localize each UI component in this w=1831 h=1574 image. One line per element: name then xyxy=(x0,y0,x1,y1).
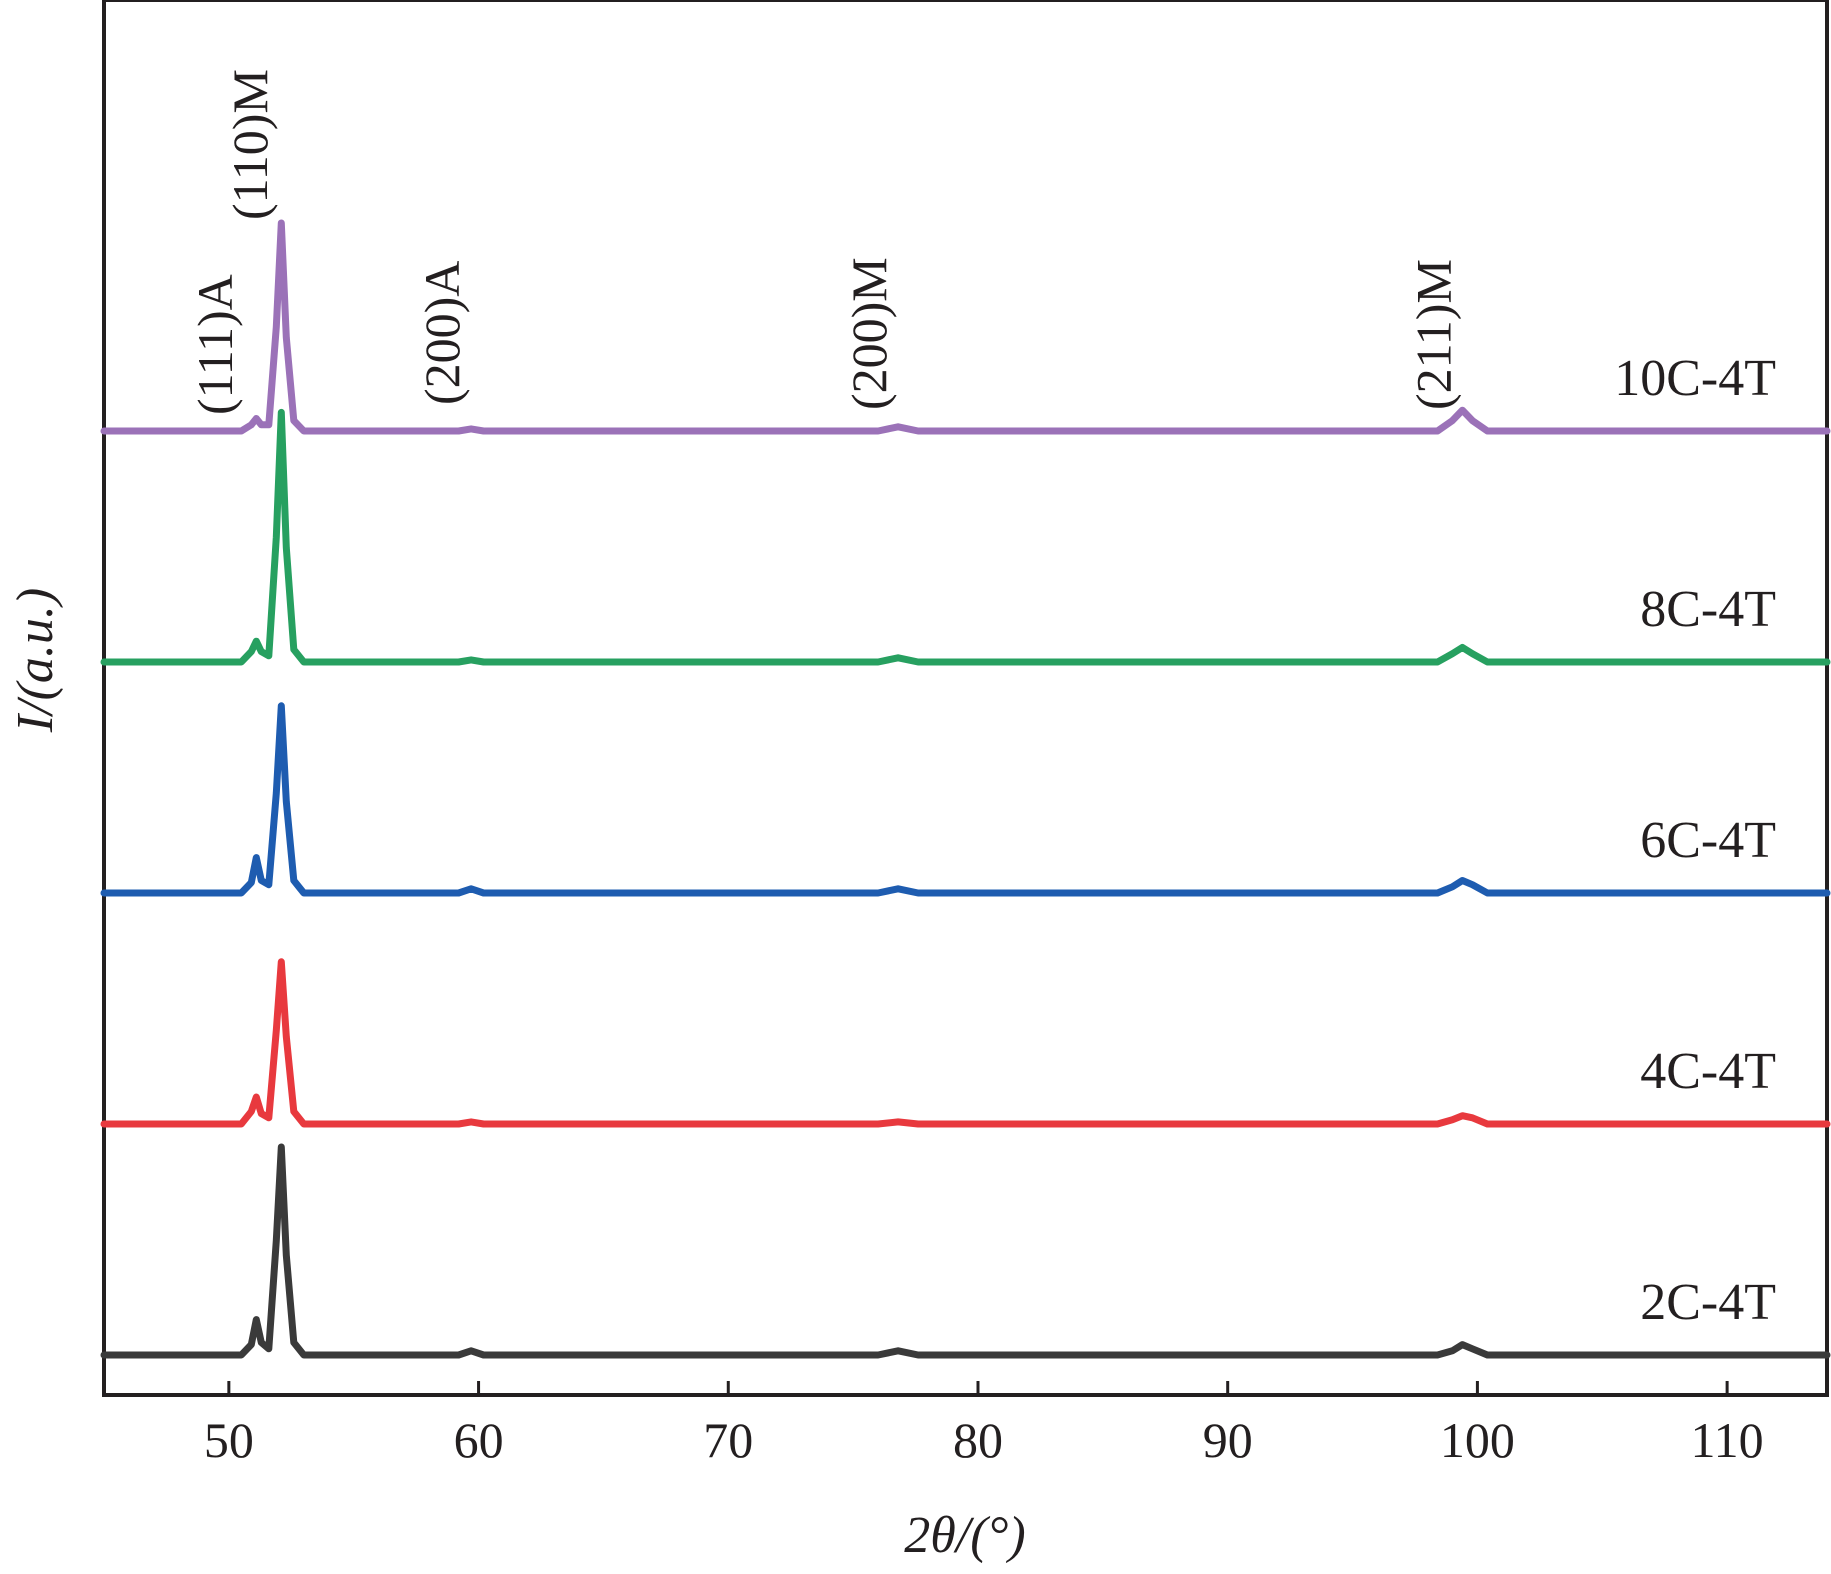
series-line-8C-4T xyxy=(100,408,1831,666)
series-label: 2C-4T xyxy=(1640,1274,1776,1331)
x-tick-label: 100 xyxy=(1440,1412,1515,1468)
series-line-2C-4T xyxy=(100,1143,1831,1359)
peak-annotation: (200)A xyxy=(414,261,470,405)
series-line-10C-4T xyxy=(100,219,1831,435)
x-tick-label: 60 xyxy=(454,1412,504,1468)
series-label: 8C-4T xyxy=(1640,581,1776,638)
x-tick-label: 110 xyxy=(1691,1412,1764,1468)
series-layer: 2C-4T 4C-4T 6C-4T 8C-4T 10C-4T xyxy=(100,219,1831,1359)
y-axis-title: I/(a.u.) xyxy=(7,588,64,733)
peak-annotation: (200)M xyxy=(841,257,897,410)
peak-annotation: (110)M xyxy=(222,69,278,220)
series-line-4C-4T xyxy=(100,958,1831,1128)
series-label: 4C-4T xyxy=(1640,1043,1776,1100)
x-tick-label: 80 xyxy=(953,1412,1003,1468)
plot-frame xyxy=(102,0,1829,1397)
peak-annotation: (111)A xyxy=(187,274,243,415)
series-line-6C-4T xyxy=(100,702,1831,897)
x-axis: 50 60 70 80 90 100 110 xyxy=(204,1381,1764,1468)
x-tick-label: 70 xyxy=(703,1412,753,1468)
series-label: 10C-4T xyxy=(1614,350,1776,407)
x-axis-title: 2θ/(°) xyxy=(904,1507,1025,1564)
peak-annotation: (211)M xyxy=(1405,259,1461,410)
x-tick-label: 90 xyxy=(1203,1412,1253,1468)
annotation-layer: (111)A (110)M (200)A (200)M (211)M xyxy=(187,69,1462,415)
x-tick-label: 50 xyxy=(204,1412,254,1468)
series-label: 6C-4T xyxy=(1640,812,1776,869)
